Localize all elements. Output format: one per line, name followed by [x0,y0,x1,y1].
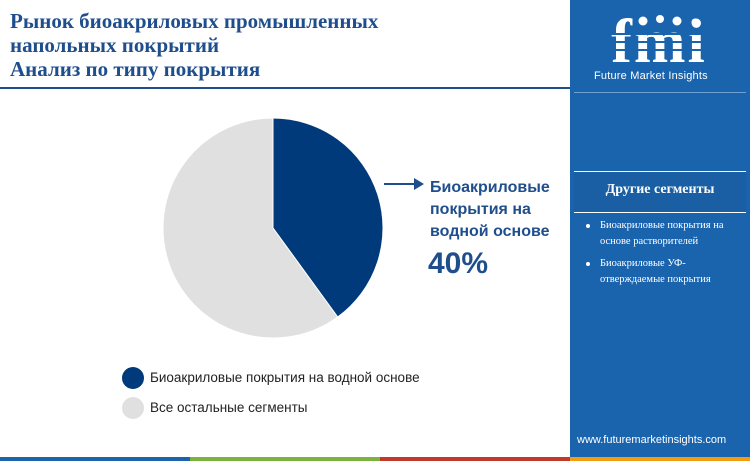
other-segments-title: Другие сегменты [605,182,715,197]
website-link[interactable]: www.futuremarketinsights.com [577,434,727,446]
sidebar-panel [570,0,750,461]
legend-swatch-others [122,397,144,419]
bullet-icon [586,262,590,266]
title-line-1: Рынок биоакриловых промышленных [10,9,379,33]
bullet-icon [586,224,590,228]
bar-segment-2 [190,457,380,461]
logo-globe-icon [638,16,648,26]
brand-name: Future Market Insights [594,70,708,82]
bar-segment-4 [570,457,750,461]
other-segments-header: Другие сегменты [574,171,746,213]
list-item-text: Биоакриловые УФ-отверждаемые покрытия [600,258,711,285]
sidebar-divider [574,92,746,93]
title-divider [0,87,570,89]
fmi-logo: fmi [594,12,724,72]
pie-slice-others [162,117,339,339]
legend-swatch-water-based [122,367,144,389]
pie-chart [162,117,384,339]
bar-segment-1 [0,457,190,461]
title-line-2: напольных покрытий [10,33,220,57]
title-line-3: Анализ по типу покрытия [10,57,261,81]
logo-globe-icon [672,16,682,26]
legend-label-others: Все остальные сегменты [150,400,308,415]
chart-title: Рынок биоакриловых промышленных напольны… [10,9,570,81]
callout-value: 40% [428,247,489,280]
other-segments-list: Биоакриловые покрытия на основе раствори… [584,218,734,294]
pie-slice-water-based [272,117,384,318]
callout-arrow-line [384,183,416,185]
callout-label: Биоакриловые покрытия на водной основе [430,179,550,240]
list-item: Биоакриловые УФ-отверждаемые покрытия [584,256,734,288]
list-item: Биоакриловые покрытия на основе раствори… [584,218,734,250]
callout-arrow-icon [414,178,424,190]
bar-segment-3 [380,457,570,461]
bottom-color-bar [0,457,750,461]
legend-label-water-based: Биоакриловые покрытия на водной основе [150,370,420,385]
list-item-text: Биоакриловые покрытия на основе раствори… [600,220,724,247]
logo-globe-icon [656,15,664,23]
logo-globe-icon [691,18,699,26]
